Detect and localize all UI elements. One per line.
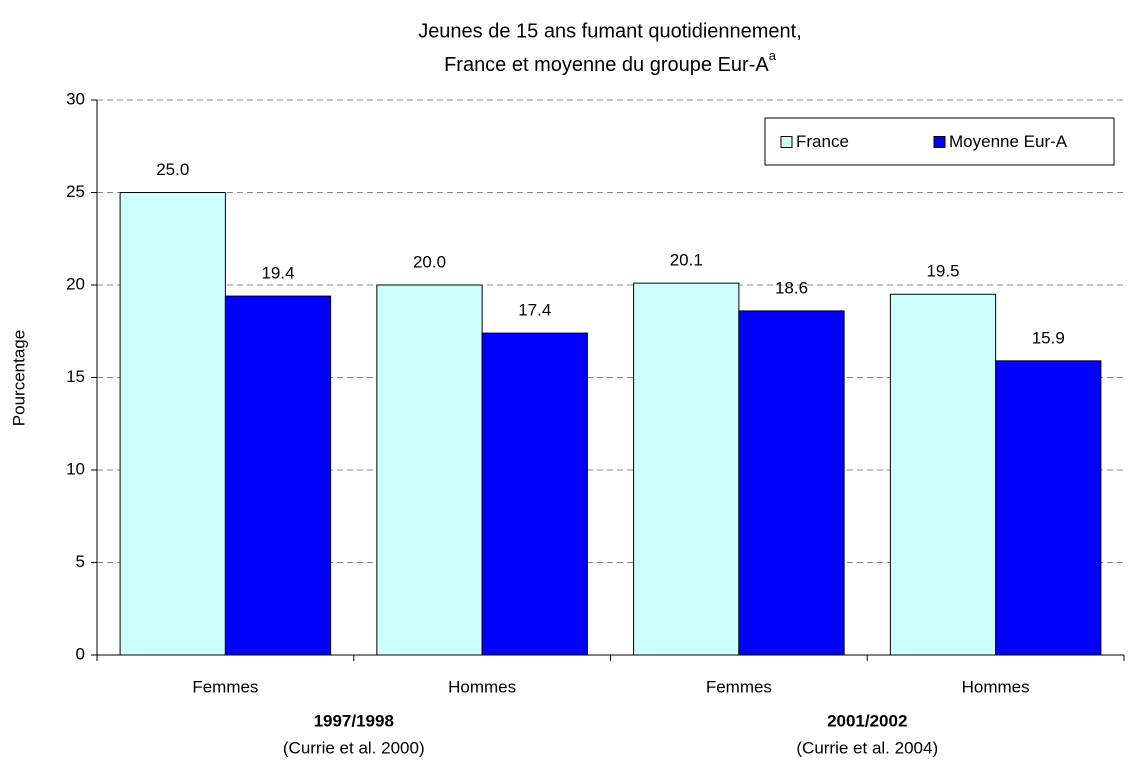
group-label: 2001/2002 [827,711,907,730]
x-tick-label: Femmes [706,677,772,696]
value-label: 25.0 [156,160,189,179]
legend-swatch [933,136,946,148]
value-label: 17.4 [518,301,551,320]
y-tick-label: 20 [66,274,85,293]
group-source: (Currie et al. 2004) [796,738,938,757]
title-superscript: a [769,48,777,63]
bar [889,293,997,656]
y-tick-label: 30 [66,89,85,108]
bar [224,295,332,656]
bar [119,192,226,656]
y-tick-label: 5 [76,552,85,571]
legend-label: Moyenne Eur-A [949,132,1068,151]
x-tick-label: Hommes [962,677,1030,696]
x-tick-label: Femmes [192,677,258,696]
value-label: 19.4 [261,264,294,283]
y-tick-label: 0 [76,644,85,663]
value-label: 20.1 [670,251,703,270]
bar [481,332,588,656]
value-label: 15.9 [1032,328,1065,347]
group-source: (Currie et al. 2000) [283,738,425,757]
value-label: 19.5 [926,262,959,281]
chart-title: Jeunes de 15 ans fumant quotidiennement, [418,20,802,42]
bar [738,310,845,656]
value-label: 18.6 [775,278,808,297]
bar [633,282,740,656]
y-tick-label: 15 [66,367,85,386]
bar [995,360,1102,656]
y-tick-label: 10 [66,459,85,478]
y-tick-label: 25 [66,182,85,201]
group-label: 1997/1998 [314,711,394,730]
x-tick-label: Hommes [448,677,516,696]
chart-title: France et moyenne du groupe Eur-Aa [444,48,777,76]
legend-label: France [796,132,849,151]
value-label: 20.0 [413,252,446,271]
bar [376,284,483,656]
legend-swatch [780,136,793,148]
y-axis-label: Pourcentage [9,330,28,426]
chart-title-line: France et moyenne du groupe Eur-A [444,54,769,76]
